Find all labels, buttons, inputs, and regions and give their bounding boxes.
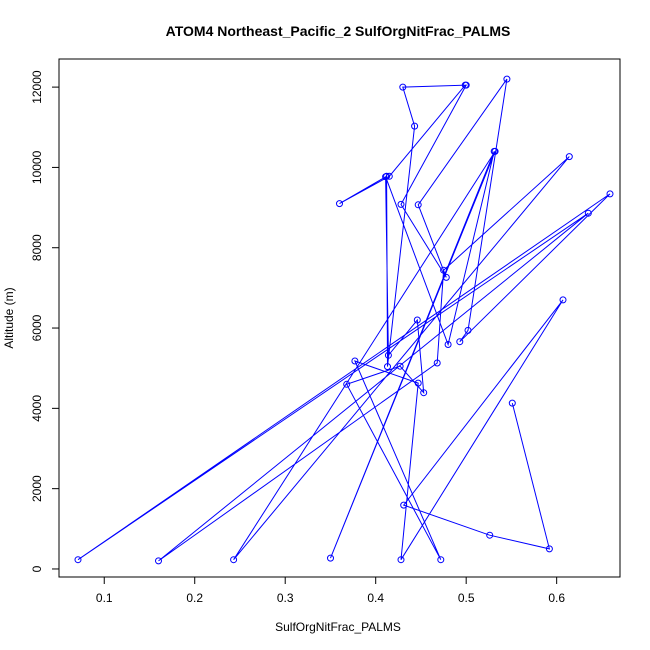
- x-tick-label: 0.6: [548, 591, 565, 605]
- data-point: [437, 556, 445, 564]
- data-point: [414, 201, 422, 209]
- data-point: [461, 81, 469, 89]
- data-point: [384, 363, 391, 371]
- data-point: [385, 172, 393, 180]
- y-axis-label: Altitude (m): [2, 287, 16, 348]
- data-point: [383, 172, 391, 180]
- y-tick-label: 4000: [30, 395, 44, 422]
- y-tick-label: 10000: [30, 150, 44, 184]
- x-tick-label: 0.4: [367, 591, 384, 605]
- data-point: [336, 200, 343, 208]
- y-tick-label: 12000: [30, 70, 44, 104]
- data-point: [584, 209, 592, 217]
- data-point: [230, 556, 238, 564]
- data-point: [351, 357, 359, 365]
- x-tick-label: 0.3: [277, 591, 294, 605]
- data-point: [442, 273, 450, 281]
- data-point: [545, 545, 553, 553]
- data-point: [491, 147, 499, 155]
- data-point: [327, 554, 334, 562]
- chart-title: ATOM4 Northeast_Pacific_2 SulfOrgNitFrac…: [166, 23, 511, 39]
- data-point: [399, 83, 407, 91]
- data-point: [456, 338, 464, 346]
- x-axis-label: SulfOrgNitFrac_PALMS: [275, 620, 401, 634]
- y-tick-label: 6000: [30, 314, 44, 341]
- x-tick-label: 0.1: [96, 591, 113, 605]
- data-point: [414, 379, 422, 387]
- data-point: [411, 122, 419, 130]
- x-axis: 0.1 0.2 0.3 0.4 0.5 0.6: [96, 576, 565, 605]
- data-point: [565, 153, 573, 161]
- data-point: [444, 341, 452, 348]
- data-point: [400, 501, 408, 509]
- data-point: [503, 75, 511, 83]
- data-point: [155, 557, 162, 565]
- y-tick-label: 0: [30, 565, 44, 572]
- y-tick-label: 2000: [30, 475, 44, 502]
- data-point: [397, 556, 405, 564]
- plot-frame: [58, 58, 621, 578]
- data-point: [343, 380, 351, 388]
- data-point: [433, 359, 441, 367]
- y-axis: 0 2000 4000 6000 8000 10000 12000: [30, 70, 60, 572]
- data-point: [74, 556, 82, 564]
- x-tick-label: 0.5: [458, 591, 475, 605]
- data-point: [396, 362, 404, 370]
- series-line: [77, 78, 611, 562]
- data-point: [559, 296, 567, 304]
- data-point: [440, 266, 448, 274]
- data-point: [508, 399, 516, 407]
- data-point: [397, 200, 405, 208]
- data-point: [606, 190, 614, 198]
- x-tick-label: 0.2: [186, 591, 203, 605]
- data-point: [464, 326, 472, 334]
- series-layer: [74, 75, 614, 565]
- data-point: [413, 316, 421, 324]
- data-point: [384, 351, 392, 359]
- data-point: [420, 389, 428, 397]
- data-point: [486, 531, 494, 539]
- y-tick-label: 8000: [30, 234, 44, 261]
